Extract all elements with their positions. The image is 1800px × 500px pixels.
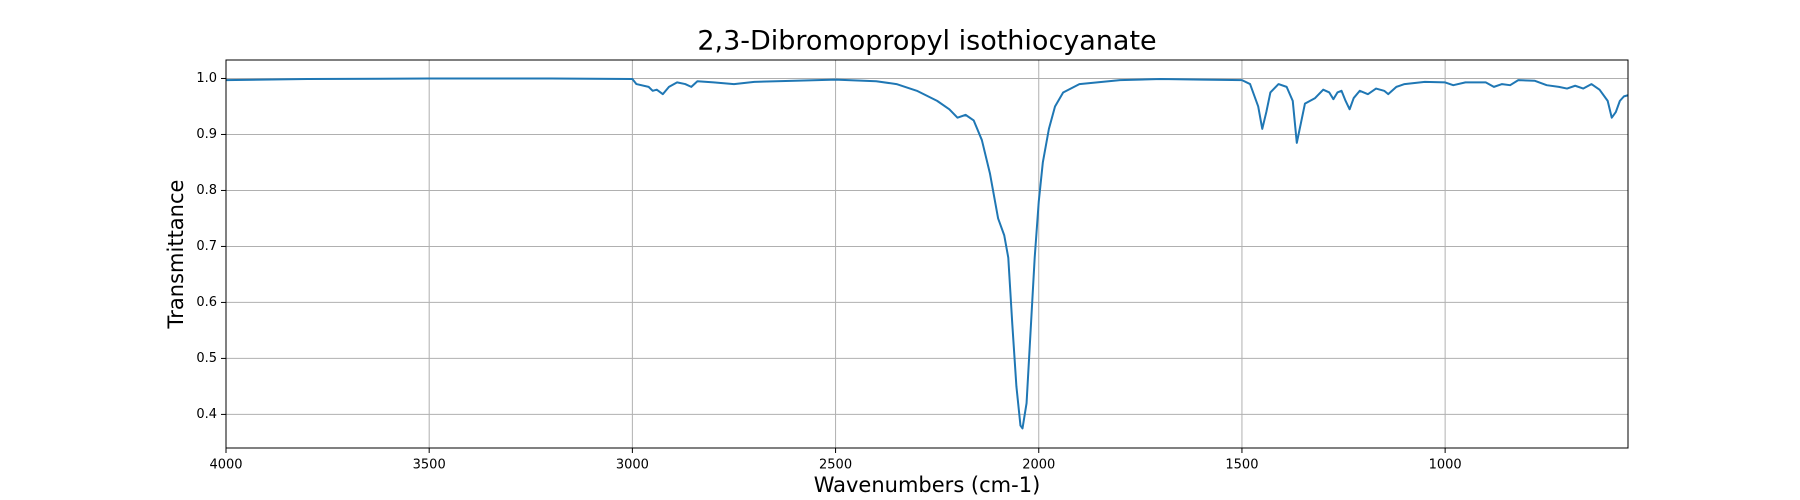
y-tick-label: 1.0 [196, 71, 217, 86]
x-tick-label: 3500 [413, 458, 446, 473]
y-axis-label: Transmittance [164, 180, 188, 330]
y-tick-label: 0.4 [196, 407, 217, 422]
plot-frame [225, 59, 1629, 449]
x-tick-label: 1500 [1225, 458, 1258, 473]
spectrum-line [225, 77, 1629, 430]
x-tick-label: 2500 [819, 458, 852, 473]
y-tick-label: 0.5 [196, 351, 217, 366]
x-axis-label: Wavenumbers (cm-1) [814, 473, 1041, 497]
y-tick-label: 0.6 [196, 295, 217, 310]
x-tick-label: 1000 [1429, 458, 1462, 473]
x-tick-label: 4000 [209, 458, 242, 473]
y-tick-label: 0.7 [196, 239, 217, 254]
x-tick-label: 2000 [1022, 458, 1055, 473]
chart-title: 2,3-Dibromopropyl isothiocyanate [697, 26, 1156, 57]
y-tick-label: 0.8 [196, 183, 217, 198]
x-tick-label: 3000 [616, 458, 649, 473]
y-tick-label: 0.9 [196, 127, 217, 142]
